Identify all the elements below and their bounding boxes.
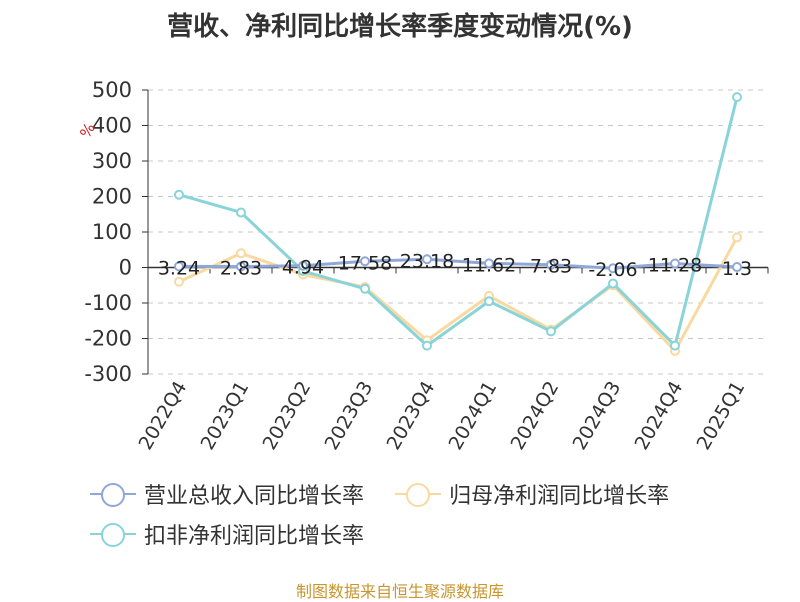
series-line bbox=[178, 96, 739, 348]
data-point bbox=[236, 248, 246, 259]
data-label: -2.06 bbox=[588, 259, 637, 281]
legend-label-net-profit: 归母净利润同比增长率 bbox=[449, 484, 670, 509]
data-label: 4.94 bbox=[282, 257, 324, 279]
grid-layer bbox=[148, 89, 768, 375]
legend-item-deducted-profit[interactable]: 扣非净利润同比增长率 bbox=[90, 514, 364, 554]
data-label-layer: 3.24 2.83 4.94 17.58 23.18 11.62 7.83 -2.06 11.2… bbox=[158, 250, 752, 281]
data-point bbox=[670, 258, 680, 269]
data-point bbox=[236, 261, 246, 272]
data-source-note: 制图数据来自恒生聚源数据库 bbox=[295, 582, 504, 601]
series-layer bbox=[174, 92, 742, 356]
x-tick-label: 2024Q1 bbox=[445, 378, 502, 454]
x-tick-label: 2023Q4 bbox=[383, 378, 440, 454]
y-tick-label: 0 bbox=[119, 256, 132, 280]
legend-label-deducted-profit: 扣非净利润同比增长率 bbox=[144, 524, 365, 549]
legend-marker-deducted-profit bbox=[90, 523, 136, 547]
data-point bbox=[546, 259, 556, 270]
legend-item-revenue[interactable]: 营业总收入同比增长率 bbox=[90, 474, 364, 514]
data-point bbox=[732, 232, 742, 243]
y-tick-label: 500 bbox=[92, 78, 132, 102]
data-point bbox=[298, 260, 308, 271]
data-point bbox=[360, 256, 370, 267]
data-label: 17.58 bbox=[338, 252, 392, 274]
data-point bbox=[174, 276, 184, 287]
data-label: 11.62 bbox=[462, 254, 516, 276]
legend-label-revenue: 营业总收入同比增长率 bbox=[144, 484, 365, 509]
y-tick-label: -200 bbox=[84, 327, 132, 351]
data-label: 1.3 bbox=[722, 258, 752, 280]
data-point bbox=[732, 92, 742, 103]
x-tick-label: 2023Q1 bbox=[197, 378, 254, 454]
y-tick-label: -100 bbox=[84, 291, 132, 315]
y-tick-label: 100 bbox=[92, 220, 132, 244]
data-point bbox=[484, 258, 494, 269]
data-point bbox=[608, 278, 618, 289]
data-label: 3.24 bbox=[158, 257, 200, 279]
x-tick-label: 2024Q3 bbox=[569, 378, 626, 454]
x-tick-label: 2024Q4 bbox=[631, 378, 688, 454]
data-point bbox=[546, 326, 556, 337]
data-point bbox=[236, 207, 246, 218]
data-point bbox=[360, 283, 370, 294]
legend-marker-net-profit bbox=[395, 483, 442, 507]
data-point bbox=[732, 262, 742, 273]
y-tick-label: 300 bbox=[92, 149, 132, 173]
data-point bbox=[174, 189, 184, 200]
y-tick-label: -300 bbox=[84, 362, 132, 386]
data-label: 2.83 bbox=[220, 257, 262, 279]
x-tick-label: 2023Q3 bbox=[321, 378, 378, 454]
legend-marker-revenue bbox=[90, 483, 136, 507]
data-label: 7.83 bbox=[530, 256, 572, 278]
legend-item-net-profit[interactable]: 归母净利润同比增长率 bbox=[395, 474, 669, 514]
legend: 营业总收入同比增长率 归母净利润同比增长率 扣非净利润同比增长率 bbox=[90, 474, 770, 554]
data-label: 11.28 bbox=[648, 254, 702, 276]
data-point bbox=[174, 261, 184, 272]
data-point bbox=[608, 263, 618, 274]
data-point bbox=[670, 340, 680, 351]
series-line bbox=[178, 257, 738, 270]
data-label: 23.18 bbox=[400, 250, 454, 272]
data-point bbox=[422, 340, 432, 351]
chart-title: 营收、净利同比增长率季度变动情况(%) bbox=[167, 12, 633, 42]
x-tick-label: 2023Q2 bbox=[259, 378, 316, 454]
y-tick-label: 200 bbox=[92, 185, 132, 209]
x-tick-label: 2025Q1 bbox=[693, 378, 750, 454]
series-line bbox=[178, 236, 739, 353]
x-tick-label: 2022Q4 bbox=[135, 378, 192, 454]
x-tick-label: 2024Q2 bbox=[507, 378, 564, 454]
data-point bbox=[484, 296, 494, 307]
y-tick-label: 400 bbox=[92, 114, 132, 138]
data-point bbox=[422, 254, 432, 265]
